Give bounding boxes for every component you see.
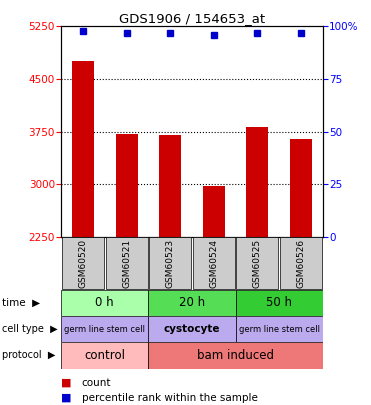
Text: GSM60526: GSM60526 bbox=[296, 239, 305, 288]
Text: cell type  ▶: cell type ▶ bbox=[2, 324, 58, 334]
Bar bbox=[106, 237, 148, 289]
Text: GSM60523: GSM60523 bbox=[166, 239, 175, 288]
Text: GSM60525: GSM60525 bbox=[253, 239, 262, 288]
Bar bbox=[148, 290, 236, 316]
Bar bbox=[246, 127, 268, 237]
Bar bbox=[72, 62, 94, 237]
Text: GSM60524: GSM60524 bbox=[209, 239, 218, 288]
Bar bbox=[203, 185, 225, 237]
Text: count: count bbox=[82, 378, 111, 388]
Text: control: control bbox=[84, 349, 125, 362]
Text: 50 h: 50 h bbox=[266, 296, 292, 309]
Bar bbox=[236, 237, 278, 289]
Bar bbox=[116, 134, 138, 237]
Bar bbox=[62, 237, 104, 289]
Text: germ line stem cell: germ line stem cell bbox=[64, 324, 145, 334]
Text: germ line stem cell: germ line stem cell bbox=[239, 324, 320, 334]
Bar bbox=[290, 139, 312, 237]
Bar bbox=[159, 135, 181, 237]
Title: GDS1906 / 154653_at: GDS1906 / 154653_at bbox=[119, 12, 265, 25]
Bar bbox=[148, 316, 236, 342]
Text: cystocyte: cystocyte bbox=[164, 324, 220, 334]
Text: protocol  ▶: protocol ▶ bbox=[2, 350, 55, 360]
Bar bbox=[148, 342, 323, 369]
Text: percentile rank within the sample: percentile rank within the sample bbox=[82, 393, 257, 403]
Text: bam induced: bam induced bbox=[197, 349, 274, 362]
Bar bbox=[236, 290, 323, 316]
Bar bbox=[61, 316, 148, 342]
Bar bbox=[193, 237, 235, 289]
Bar bbox=[61, 290, 148, 316]
Text: ■: ■ bbox=[61, 393, 72, 403]
Bar bbox=[61, 342, 148, 369]
Text: 20 h: 20 h bbox=[179, 296, 205, 309]
Bar bbox=[149, 237, 191, 289]
Text: GSM60520: GSM60520 bbox=[79, 239, 88, 288]
Text: ■: ■ bbox=[61, 378, 72, 388]
Text: 0 h: 0 h bbox=[95, 296, 114, 309]
Bar bbox=[280, 237, 322, 289]
Bar bbox=[236, 316, 323, 342]
Text: GSM60521: GSM60521 bbox=[122, 239, 131, 288]
Text: time  ▶: time ▶ bbox=[2, 298, 40, 308]
